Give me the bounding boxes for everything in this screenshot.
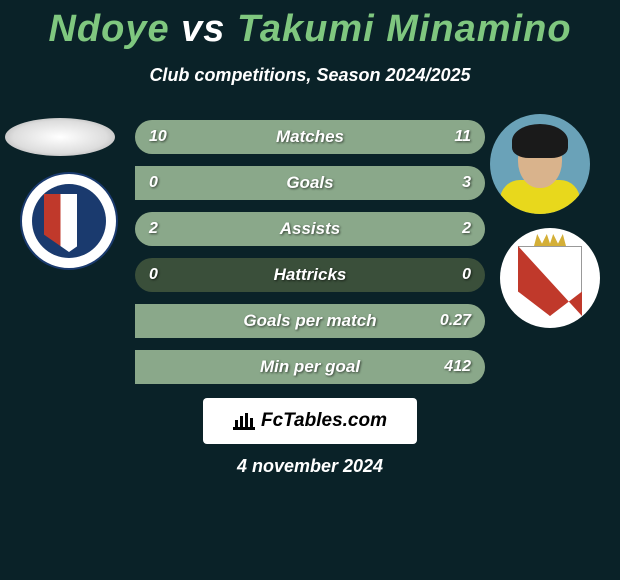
stat-value-right: 412 [444,350,471,384]
club2-badge [500,228,600,328]
player2-name: Takumi Minamino [237,8,572,50]
stat-row: 2Assists2 [135,212,485,246]
stat-label: Hattricks [135,258,485,292]
club2-crown [534,234,566,246]
stat-row: 10Matches11 [135,120,485,154]
stat-label: Assists [135,212,485,246]
fctables-logo-icon [233,410,255,432]
stats-container: 10Matches110Goals32Assists20Hattricks0Go… [135,120,485,396]
stat-label: Matches [135,120,485,154]
stat-label: Goals per match [135,304,485,338]
stat-row: Goals per match0.27 [135,304,485,338]
subtitle: Club competitions, Season 2024/2025 [0,65,620,86]
stat-row: Min per goal412 [135,350,485,384]
stat-value-right: 3 [462,166,471,200]
branding[interactable]: FcTables.com [203,398,417,444]
player2-avatar [490,114,590,214]
stat-label: Min per goal [135,350,485,384]
comparison-date: 4 november 2024 [0,456,620,477]
stat-value-right: 2 [462,212,471,246]
stat-value-right: 11 [454,120,471,154]
player1-name: Ndoye [48,8,169,50]
stat-value-right: 0.27 [440,304,471,338]
player1-avatar [5,118,115,156]
vs-text: vs [181,8,225,50]
stat-row: 0Goals3 [135,166,485,200]
branding-text: FcTables.com [261,410,387,432]
club1-badge [20,172,118,270]
stat-label: Goals [135,166,485,200]
stat-row: 0Hattricks0 [135,258,485,292]
player2-hair [512,124,568,158]
stat-value-right: 0 [462,258,471,292]
comparison-title: Ndoye vs Takumi Minamino [0,0,620,51]
